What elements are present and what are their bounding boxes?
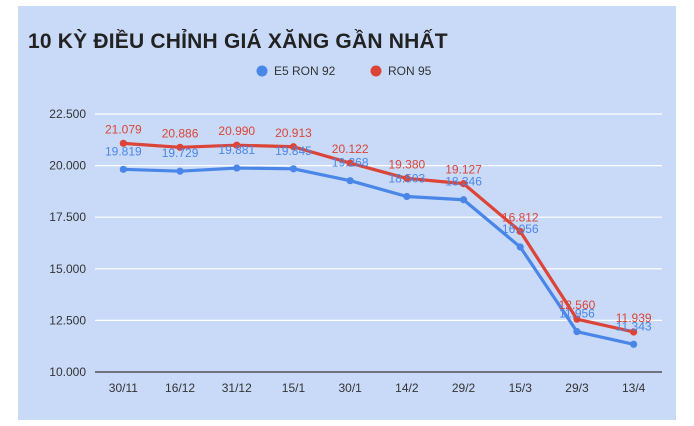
data-point xyxy=(346,159,354,167)
data-point xyxy=(176,143,184,151)
data-label: 21.079 xyxy=(105,122,142,136)
chart-background xyxy=(18,6,676,420)
data-label: 19.729 xyxy=(162,146,199,160)
legend-label: E5 RON 92 xyxy=(274,64,336,78)
legend-marker xyxy=(370,65,382,77)
data-label: 19.881 xyxy=(218,143,255,157)
x-tick-label: 15/1 xyxy=(282,381,306,395)
data-label: 19.268 xyxy=(332,156,369,170)
data-label: 19.819 xyxy=(105,144,142,158)
chart-title: 10 KỲ ĐIỀU CHỈNH GIÁ XĂNG GẦN NHẤT xyxy=(28,30,448,53)
data-label: 20.886 xyxy=(162,126,199,140)
data-point xyxy=(119,165,127,173)
data-point xyxy=(233,141,241,149)
data-label: 18.503 xyxy=(388,171,425,185)
y-tick-label: 17.500 xyxy=(49,210,86,224)
legend-marker xyxy=(256,65,268,77)
data-point xyxy=(403,192,411,201)
data-point xyxy=(516,227,524,236)
x-tick-label: 14/2 xyxy=(395,381,419,395)
data-label: 18.346 xyxy=(445,175,482,189)
series-line xyxy=(123,141,635,334)
y-tick-label: 22.500 xyxy=(49,107,86,121)
data-label: 11.956 xyxy=(559,307,595,321)
x-tick-label: 29/3 xyxy=(565,381,589,395)
data-point xyxy=(573,315,581,323)
data-point xyxy=(403,174,411,182)
x-tick-label: 16/12 xyxy=(165,381,195,395)
y-tick-label: 10.000 xyxy=(49,365,86,379)
x-tick-label: 30/11 xyxy=(109,381,138,395)
data-label: 20.990 xyxy=(218,124,255,138)
x-tick-label: 15/3 xyxy=(509,381,533,395)
data-label: 20.913 xyxy=(275,126,312,140)
data-label: 20.122 xyxy=(332,142,369,156)
data-label: 11.343 xyxy=(616,319,652,333)
x-tick-label: 29/2 xyxy=(452,381,476,395)
series-line xyxy=(123,166,634,346)
data-label: 19.127 xyxy=(445,163,482,177)
data-point xyxy=(630,328,638,336)
data-point xyxy=(119,139,127,147)
y-tick-label: 20.000 xyxy=(49,159,86,173)
x-tick-label: 31/12 xyxy=(222,381,252,395)
data-point xyxy=(289,165,298,173)
data-label: 11.939 xyxy=(616,311,652,325)
data-point xyxy=(289,143,298,151)
x-tick-label: 30/1 xyxy=(338,381,362,395)
data-point xyxy=(176,167,184,175)
y-tick-label: 15.000 xyxy=(49,262,86,276)
data-label: 16.056 xyxy=(502,222,539,236)
data-point xyxy=(346,177,354,185)
data-label: 16.812 xyxy=(502,210,539,224)
x-tick-label: 13/4 xyxy=(622,381,646,395)
legend-label: RON 95 xyxy=(388,64,432,78)
data-label: 12.560 xyxy=(559,298,596,312)
data-point xyxy=(459,196,468,204)
y-tick-label: 12.500 xyxy=(49,313,86,327)
data-point xyxy=(573,328,581,336)
data-label: 19.380 xyxy=(388,157,425,171)
data-label: 19.845 xyxy=(275,144,312,158)
data-point xyxy=(516,243,524,251)
data-point xyxy=(630,340,638,348)
data-point xyxy=(233,164,241,172)
data-point xyxy=(459,180,468,188)
